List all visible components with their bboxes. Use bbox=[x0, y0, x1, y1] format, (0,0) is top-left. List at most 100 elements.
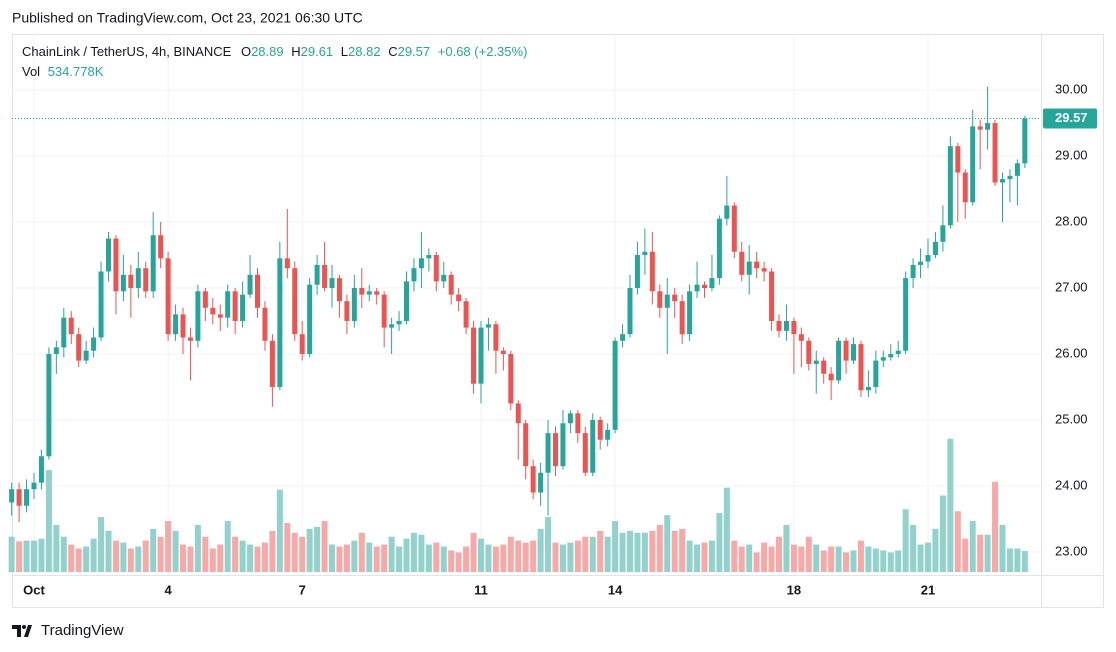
volume-bar bbox=[448, 550, 455, 572]
candle-body bbox=[865, 386, 871, 391]
volume-bar bbox=[649, 530, 656, 572]
candle-body bbox=[478, 327, 484, 384]
volume-bar bbox=[627, 530, 633, 572]
volume-bar bbox=[180, 544, 186, 572]
x-tick-label: 4 bbox=[164, 582, 172, 597]
volume-bar bbox=[38, 538, 45, 572]
volume-bar bbox=[887, 552, 894, 572]
volume-bar bbox=[440, 546, 447, 572]
volume-bar bbox=[194, 524, 201, 572]
volume-bar bbox=[597, 530, 604, 572]
volume-bar bbox=[172, 530, 179, 572]
candle-body bbox=[940, 225, 946, 242]
volume-bar bbox=[299, 536, 306, 572]
candle-body bbox=[493, 324, 499, 351]
volume-bar bbox=[664, 515, 671, 572]
candle-body bbox=[83, 350, 89, 361]
candle-body bbox=[441, 274, 447, 282]
candle-body bbox=[91, 337, 97, 351]
volume-bar bbox=[314, 526, 321, 572]
candle-body bbox=[106, 238, 111, 272]
volume-bar bbox=[485, 544, 492, 572]
candle-body bbox=[336, 278, 342, 302]
candle-body bbox=[903, 278, 909, 351]
candle-body bbox=[76, 334, 82, 361]
volume-bar bbox=[902, 509, 909, 572]
volume-bar bbox=[783, 524, 790, 572]
symbol-title: ChainLink / TetherUS, 4h, BINANCE bbox=[22, 44, 232, 59]
candle-body bbox=[158, 235, 164, 259]
high-value: 29.61 bbox=[301, 44, 334, 59]
volume-bar bbox=[239, 540, 246, 572]
chart-frame bbox=[12, 34, 1104, 608]
candle-body bbox=[761, 268, 767, 272]
volume-bar bbox=[977, 534, 984, 572]
candle-body bbox=[16, 489, 22, 506]
volume-bar bbox=[388, 536, 395, 572]
volume-bar bbox=[753, 552, 760, 572]
candle-body bbox=[374, 291, 380, 295]
candle-body bbox=[724, 205, 730, 219]
candle-body bbox=[694, 284, 700, 292]
open-value: 28.89 bbox=[251, 44, 284, 59]
volume-bar bbox=[209, 548, 216, 572]
x-tick-label: Oct bbox=[23, 582, 45, 597]
volume-bar bbox=[8, 536, 15, 572]
volume-bar bbox=[224, 521, 231, 572]
candle-body bbox=[791, 320, 797, 335]
volume-bar bbox=[865, 546, 872, 572]
x-tick-label: 7 bbox=[299, 582, 306, 597]
candle-body bbox=[776, 320, 782, 331]
candle-body bbox=[210, 307, 216, 315]
candle-body bbox=[977, 126, 983, 130]
volume-bar bbox=[932, 528, 939, 572]
volume-bar bbox=[1006, 548, 1013, 572]
candle-body bbox=[545, 433, 551, 473]
close-value: 29.57 bbox=[398, 44, 431, 59]
candle-body bbox=[418, 258, 424, 269]
volume-bar bbox=[843, 552, 850, 572]
volume-bar bbox=[165, 521, 172, 572]
volume-bar bbox=[478, 538, 484, 572]
volume-bar bbox=[98, 517, 105, 572]
volume-bar bbox=[261, 542, 268, 572]
volume-bar bbox=[992, 481, 999, 572]
candle-body bbox=[970, 126, 976, 203]
volume-bar bbox=[820, 550, 827, 572]
candle-body bbox=[202, 291, 208, 308]
candle-body bbox=[217, 314, 223, 318]
y-tick-label: 25.00 bbox=[1055, 411, 1088, 426]
last-price-box bbox=[1043, 108, 1097, 129]
published-note: Published on TradingView.com, Oct 23, 20… bbox=[12, 10, 363, 26]
volume-bar bbox=[75, 548, 82, 572]
candle-body bbox=[642, 251, 648, 256]
candle-body bbox=[955, 146, 961, 173]
candle-body bbox=[783, 320, 789, 331]
candle-body bbox=[269, 340, 275, 387]
volume-bar bbox=[127, 548, 134, 572]
volume-bar bbox=[291, 532, 298, 572]
candle-body bbox=[396, 320, 402, 325]
volume-bar bbox=[634, 532, 641, 572]
candle-body bbox=[113, 238, 119, 292]
volume-bar bbox=[351, 540, 358, 572]
volume-bar bbox=[589, 536, 596, 572]
volume-bar bbox=[329, 544, 335, 572]
candle-body bbox=[858, 344, 864, 391]
candle-body bbox=[255, 274, 260, 308]
candle-body bbox=[1000, 179, 1005, 183]
candle-body bbox=[620, 334, 626, 341]
candle-body bbox=[828, 373, 834, 381]
volume-bar bbox=[276, 489, 283, 572]
candle-body bbox=[627, 288, 633, 335]
candle-body bbox=[128, 274, 134, 289]
volume-label: Vol bbox=[22, 64, 40, 79]
candle-body bbox=[731, 205, 737, 252]
y-tick-label: 24.00 bbox=[1055, 477, 1088, 492]
logo-mark bbox=[12, 625, 32, 637]
volume-bar bbox=[999, 524, 1006, 572]
candle-body bbox=[448, 274, 454, 295]
volume-bar bbox=[254, 546, 261, 572]
candle-body bbox=[672, 294, 678, 302]
volume-bar bbox=[150, 528, 157, 572]
